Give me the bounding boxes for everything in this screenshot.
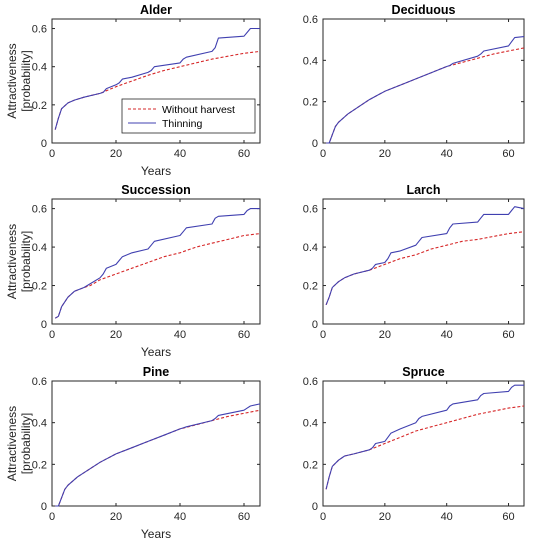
plot-frame (322, 198, 525, 325)
x-axis-label: Years (141, 164, 171, 178)
panel-title: Larch (406, 183, 440, 197)
x-tick-label: 0 (320, 511, 326, 523)
y-tick-label: 0.2 (303, 97, 318, 109)
y-tick-label: 0.6 (303, 204, 318, 216)
x-tick-label: 20 (110, 511, 122, 523)
legend-label: Thinning (162, 118, 202, 130)
series-line-without-harvest (326, 47, 525, 144)
x-tick-label: 40 (174, 329, 186, 341)
series-line-thinning (54, 27, 260, 130)
series-line-thinning (54, 208, 260, 319)
y-tick-label: 0 (41, 319, 47, 331)
x-tick-label: 40 (174, 511, 186, 523)
series-line-thinning (55, 403, 261, 507)
x-tick-label: 40 (441, 148, 453, 160)
series-line-thinning (326, 36, 525, 144)
series-line-thinning (325, 384, 524, 490)
series-line-thinning (325, 206, 525, 306)
y-tick-label: 0 (41, 138, 47, 150)
panel-succession: 0 20 40 60 0 0.2 0.4 0.6 Succession Years Attracti… (5, 183, 261, 359)
plot-frame (322, 380, 525, 507)
panel-title: Deciduous (392, 3, 456, 17)
y-tick-label: 0.4 (32, 418, 47, 430)
y-tick-label: 0.4 (32, 62, 47, 74)
panel-alder: 0 20 40 60 0 0.2 0.4 0.6 Alder Years Attractivenes… (5, 3, 261, 178)
y-axis-label: Attractiveness (5, 43, 19, 118)
y-tick-label: 0.4 (303, 242, 318, 254)
y-tick-label: 0.4 (303, 418, 318, 430)
plot-frame (322, 18, 525, 144)
y-tick-label: 0 (312, 501, 318, 513)
y-axis-label: Attractiveness (5, 406, 19, 481)
plot-frame (51, 198, 261, 325)
plot-frame (51, 380, 261, 507)
panel-title: Pine (143, 365, 169, 379)
x-tick-label: 20 (379, 329, 391, 341)
x-tick-label: 60 (502, 148, 514, 160)
y-axis-label: [probability] (19, 50, 33, 111)
y-tick-label: 0.4 (32, 242, 47, 254)
legend-box (121, 98, 256, 134)
x-tick-label: 0 (49, 511, 55, 523)
x-tick-label: 40 (441, 329, 453, 341)
x-tick-label: 0 (49, 148, 55, 160)
y-tick-label: 0 (312, 138, 318, 150)
y-tick-label: 0.6 (303, 376, 318, 388)
x-tick-label: 20 (379, 511, 391, 523)
legend: Without harvest Thinning (121, 98, 256, 134)
x-tick-label: 0 (320, 148, 326, 160)
x-tick-label: 60 (238, 329, 250, 341)
x-axis-label: Years (141, 345, 171, 359)
x-tick-label: 20 (110, 148, 122, 160)
x-tick-label: 60 (502, 329, 514, 341)
y-axis-label: [probability] (19, 231, 33, 292)
y-tick-label: 0.6 (303, 14, 318, 26)
x-tick-label: 40 (174, 148, 186, 160)
series-line-without-harvest (325, 231, 525, 306)
y-tick-label: 0 (41, 501, 47, 513)
y-tick-label: 0.4 (303, 55, 318, 67)
y-tick-label: 0.6 (32, 376, 47, 388)
series-line-without-harvest (325, 405, 525, 490)
x-tick-label: 0 (320, 329, 326, 341)
y-tick-label: 0.2 (303, 459, 318, 471)
x-tick-label: 20 (379, 148, 391, 160)
panel-title: Succession (121, 183, 190, 197)
y-tick-label: 0.2 (32, 100, 47, 112)
plot-frame (51, 18, 261, 144)
y-tick-label: 0.2 (32, 459, 47, 471)
series-line-without-harvest (55, 409, 261, 507)
x-axis-label: Years (141, 527, 171, 541)
panel-title: Alder (140, 3, 172, 17)
y-tick-label: 0.6 (32, 204, 47, 216)
series-line-without-harvest (54, 233, 261, 319)
x-tick-label: 0 (49, 329, 55, 341)
x-tick-label: 20 (110, 329, 122, 341)
y-axis-label: [probability] (19, 413, 33, 474)
y-axis-label: Attractiveness (5, 224, 19, 299)
x-tick-label: 60 (238, 148, 250, 160)
x-tick-label: 60 (502, 511, 514, 523)
panel-deciduous: 0 20 40 60 0 0.2 0.4 0.6 Deciduous (303, 3, 525, 160)
y-tick-label: 0.2 (303, 281, 318, 293)
y-tick-label: 0.6 (32, 24, 47, 36)
x-tick-label: 40 (441, 511, 453, 523)
panel-spruce: 0 20 40 60 0 0.2 0.4 0.6 Spruce (303, 365, 525, 523)
y-tick-label: 0 (312, 319, 318, 331)
panel-pine: 0 20 40 60 0 0.2 0.4 0.6 Pine Years Attractiveness… (5, 365, 261, 541)
legend-label: Without harvest (162, 104, 235, 116)
panel-title: Spruce (402, 365, 444, 379)
y-tick-label: 0.2 (32, 281, 47, 293)
panel-larch: 0 20 40 60 0 0.2 0.4 0.6 Larch (303, 183, 525, 341)
x-tick-label: 60 (238, 511, 250, 523)
